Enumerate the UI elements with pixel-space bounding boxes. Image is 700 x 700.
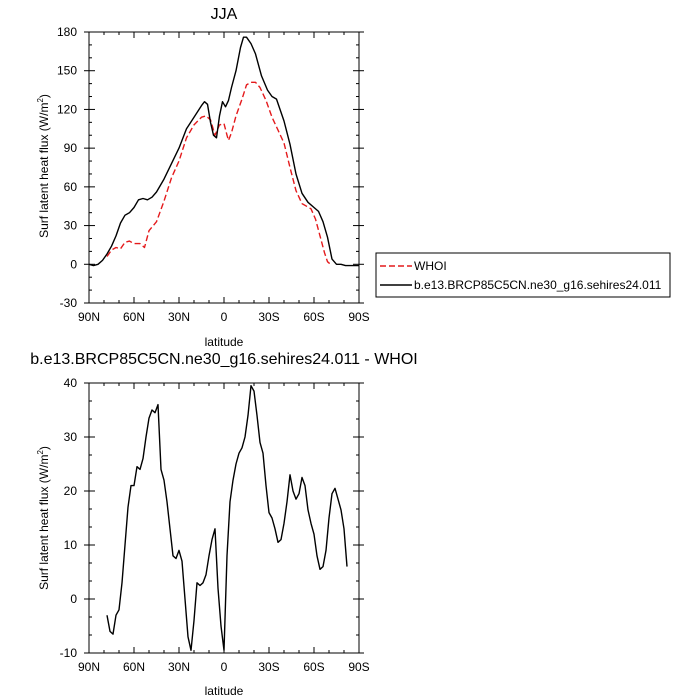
y-tick-label: 30 [64,219,78,233]
top-panel: JJA 90N 60N 30N 0 30S 60S 90S -30 0 30 60 90 120 150 1… [36,6,370,349]
y-tick-label: -30 [60,296,78,310]
y-tick-label: 0 [70,592,77,606]
legend-label-model: b.e13.BRCP85C5CN.ne30_g16.sehires24.011 [414,278,662,292]
x-tick-label: 90N [78,660,100,674]
series-line-0-1 [88,36,359,267]
x-tick-label: 60S [303,660,324,674]
x-tick-label: 90N [78,310,100,324]
bottom-panel: b.e13.BRCP85C5CN.ne30_g16.sehires24.011 … [30,351,417,698]
bottom-panel-title: b.e13.BRCP85C5CN.ne30_g16.sehires24.011 … [30,351,417,368]
y-tick-label: 30 [64,430,78,444]
top-panel-series [88,36,359,267]
x-tick-label: 0 [221,660,228,674]
bottom-panel-ylabel: Surf latent heat flux (W/m2) [36,446,51,590]
x-tick-label: 90S [348,660,369,674]
top-panel-axes: 90N 60N 30N 0 30S 60S 90S -30 0 30 60 90 120 150 180 [57,25,370,324]
plot-frame [88,382,360,654]
x-tick-label: 60N [123,310,145,324]
y-tick-label: 150 [57,64,77,78]
series-line-1-0 [106,385,348,651]
y-tick-label: 90 [64,141,78,155]
y-tick-label: 0 [70,257,77,271]
y-tick-label: 120 [57,102,77,116]
x-tick-label: 60S [303,310,324,324]
x-tick-label: 60N [123,660,145,674]
legend: WHOI b.e13.BRCP85C5CN.ne30_g16.sehires24… [375,252,671,298]
y-tick-label: 10 [64,538,78,552]
legend-box [375,252,671,298]
y-tick-label: 60 [64,180,78,194]
y-tick-label: 40 [64,376,78,390]
y-tick-label: 180 [57,25,77,39]
bottom-panel-xlabel: latitude [205,684,244,698]
bottom-panel-series [106,385,348,651]
top-panel-xlabel: latitude [205,335,244,349]
x-tick-label: 90S [348,310,369,324]
x-tick-label: 0 [221,310,228,324]
y-tick-label: 20 [64,484,78,498]
y-tick-label: -10 [60,646,78,660]
bottom-panel-axes: 90N 60N 30N 0 30S 60S 90S -10 0 10 20 30 40 [60,376,370,674]
x-tick-label: 30N [168,310,190,324]
plot-frame [88,31,360,304]
legend-label-whoi: WHOI [414,259,447,273]
top-panel-title: JJA [211,6,238,23]
x-tick-label: 30S [258,310,279,324]
series-line-0-0 [106,81,331,265]
x-tick-label: 30N [168,660,190,674]
top-panel-ylabel: Surf latent heat flux (W/m2) [36,94,51,238]
x-tick-label: 30S [258,660,279,674]
